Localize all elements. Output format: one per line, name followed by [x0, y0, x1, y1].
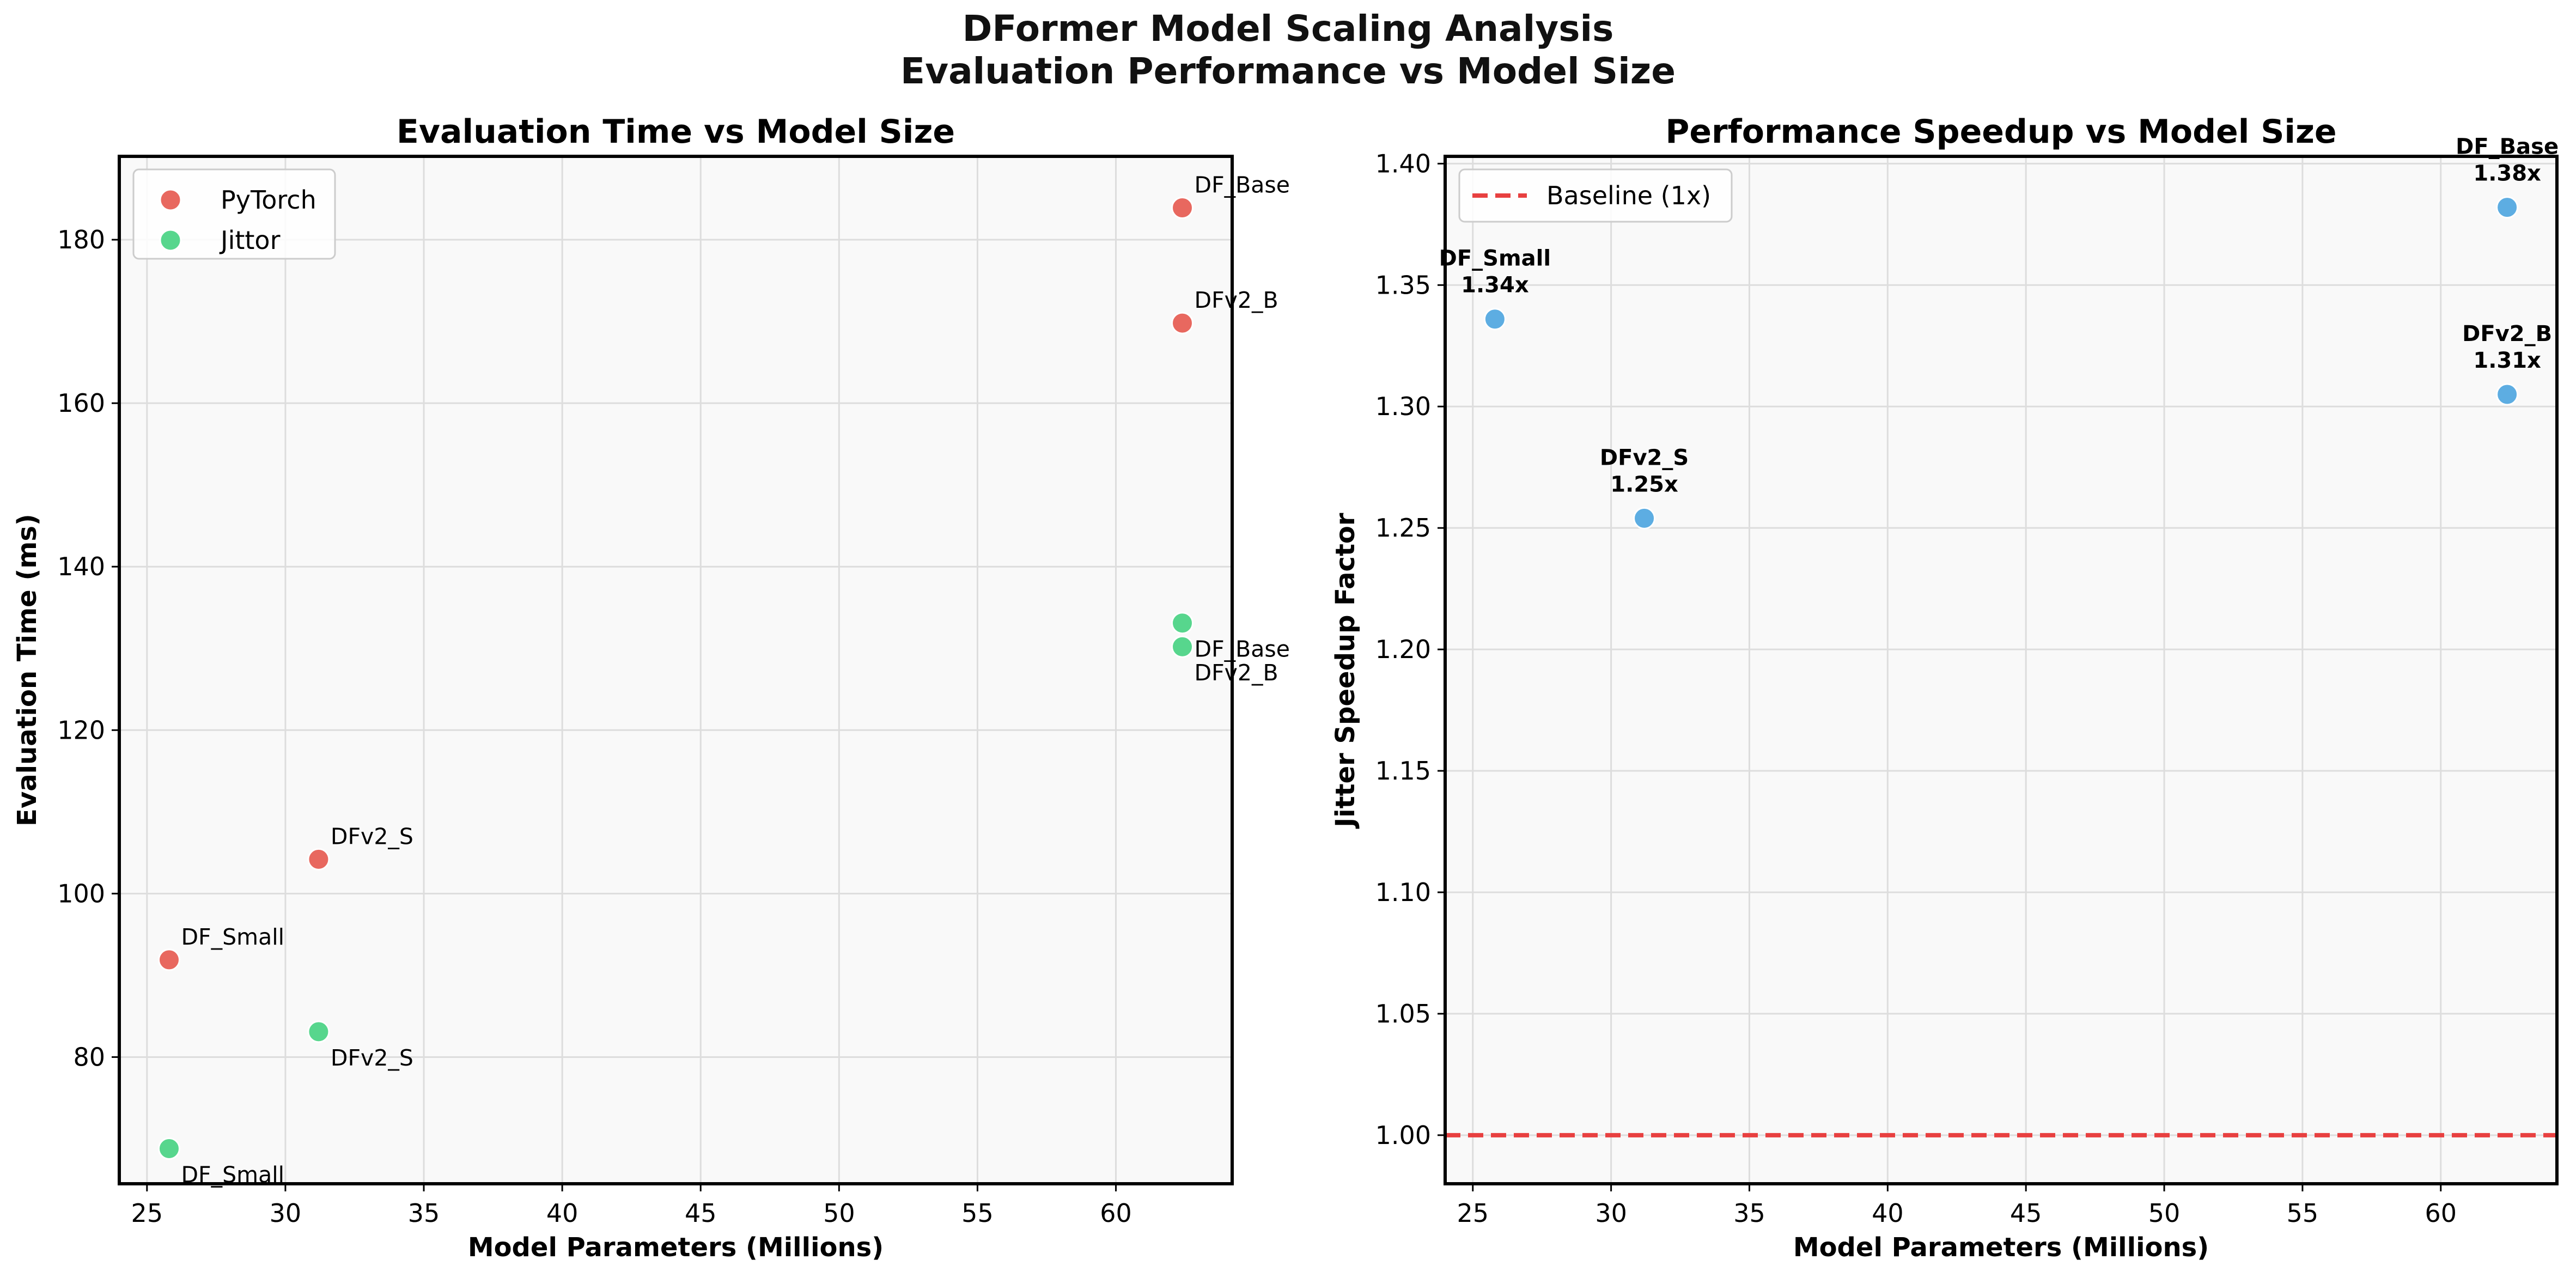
chart-panel-1: 25 30 35 40 45 50 55 60 80 100 120 140 160 180 DF_Smal…: [12, 113, 1290, 1263]
plot-area: [119, 156, 1232, 1184]
chart-title: Performance Speedup vs Model Size: [1665, 113, 2336, 151]
axes-frame: [1444, 155, 2559, 1185]
x-tick-label: 35: [1733, 1198, 1765, 1228]
data-point-jittor-dfv2-b: [1171, 635, 1194, 658]
x-tick-label: 55: [961, 1198, 994, 1228]
point-label: DFv2_S: [331, 1045, 413, 1071]
y-tick-label: 1.35: [1375, 270, 1431, 300]
legend: PyTorch Jittor: [132, 168, 336, 260]
y-tick-label: 1.15: [1375, 756, 1431, 786]
point-label: DFv2_B: [1195, 287, 1278, 313]
y-tick-label: 1.40: [1375, 149, 1431, 178]
point-value-label: 1.38x: [2473, 161, 2541, 186]
y-tick-label: 180: [57, 225, 105, 254]
legend-label: Jittor: [219, 226, 281, 255]
point-value-label: 1.34x: [1461, 273, 1529, 298]
data-point-jittor-df-small: [157, 1137, 180, 1160]
y-axis-label: Jitter Speedup Factor: [1330, 513, 1361, 829]
data-point-dfv2-b: [2496, 383, 2519, 406]
y-tick-label: 140: [57, 552, 105, 581]
data-point-jittor-dfv2-s: [307, 1020, 330, 1043]
y-tick-label: 1.05: [1375, 999, 1431, 1029]
y-tick-label: 160: [57, 388, 105, 418]
point-label: DFv2_S: [331, 823, 413, 849]
legend-box: [132, 168, 336, 260]
data-point-dfv2-s: [1633, 507, 1656, 530]
figure-title-line-2: Evaluation Performance vs Model Size: [900, 50, 1676, 92]
x-tick-label: 60: [2425, 1198, 2457, 1228]
axes-frame: [118, 155, 1234, 1185]
legend-marker-pytorch: [159, 188, 182, 211]
x-tick-label: 50: [823, 1198, 855, 1228]
plot-area: [1445, 156, 2557, 1184]
legend-box: [1458, 168, 1733, 223]
y-tick-label: 1.10: [1375, 878, 1431, 907]
legend: Baseline (1x): [1458, 168, 1733, 223]
data-point-pytorch-df-base: [1171, 197, 1194, 220]
chart-panel-2: 25 30 35 40 45 50 55 60 1.00 1.05 1.10 1.15 1.20 1.25…: [1330, 113, 2559, 1263]
y-tick-label: 1.00: [1375, 1121, 1431, 1150]
figure-title: DFormer Model Scaling Analysis Evaluatio…: [0, 8, 2576, 93]
point-label: DFv2_S: [1600, 445, 1689, 470]
point-value-label: 1.31x: [2473, 348, 2541, 373]
y-tick-label: 120: [57, 715, 105, 745]
point-label: DFv2_B: [2462, 321, 2552, 346]
y-tick-label: 100: [57, 879, 105, 908]
x-tick-label: 45: [685, 1198, 717, 1228]
point-value-label: 1.25x: [1610, 472, 1678, 497]
x-tick-label: 55: [2287, 1198, 2319, 1228]
legend-label: PyTorch: [221, 185, 316, 215]
y-tick-label: 1.30: [1375, 392, 1431, 421]
figure-title-line-1: DFormer Model Scaling Analysis: [962, 8, 1614, 50]
x-tick-label: 40: [1872, 1198, 1904, 1228]
x-axis-label: Model Parameters (Millions): [468, 1232, 884, 1263]
point-label: DF_Small: [181, 924, 284, 950]
x-tick-label: 25: [1457, 1198, 1489, 1228]
data-point-jittor-df-base: [1171, 612, 1194, 635]
x-tick-label: 35: [408, 1198, 440, 1228]
x-tick-label: 30: [1595, 1198, 1627, 1228]
data-point-pytorch-dfv2-s: [307, 848, 330, 871]
point-label: DF_Base: [1195, 636, 1290, 662]
y-tick-label: 1.25: [1375, 513, 1431, 543]
x-tick-label: 25: [131, 1198, 163, 1228]
x-tick-label: 60: [1100, 1198, 1132, 1228]
point-label: DF_Small: [1439, 246, 1551, 271]
x-axis-label: Model Parameters (Millions): [1793, 1232, 2209, 1263]
x-tick-label: 40: [546, 1198, 578, 1228]
legend-marker-jittor: [159, 229, 182, 252]
data-point-pytorch-df-small: [157, 948, 180, 971]
data-point-pytorch-dfv2-b: [1171, 312, 1194, 334]
y-tick-label: 80: [73, 1042, 105, 1072]
point-label: DF_Base: [1195, 172, 1290, 198]
data-point-df-small: [1483, 308, 1506, 331]
y-tick-label: 1.20: [1375, 635, 1431, 664]
legend-label: Baseline (1x): [1546, 181, 1711, 210]
x-tick-label: 30: [270, 1198, 302, 1228]
point-label: DFv2_B: [1195, 660, 1278, 686]
y-axis-label: Evaluation Time (ms): [12, 514, 42, 826]
chart-title: Evaluation Time vs Model Size: [397, 113, 955, 151]
x-tick-label: 45: [2010, 1198, 2042, 1228]
x-tick-label: 50: [2148, 1198, 2181, 1228]
data-point-df-base: [2496, 196, 2519, 219]
